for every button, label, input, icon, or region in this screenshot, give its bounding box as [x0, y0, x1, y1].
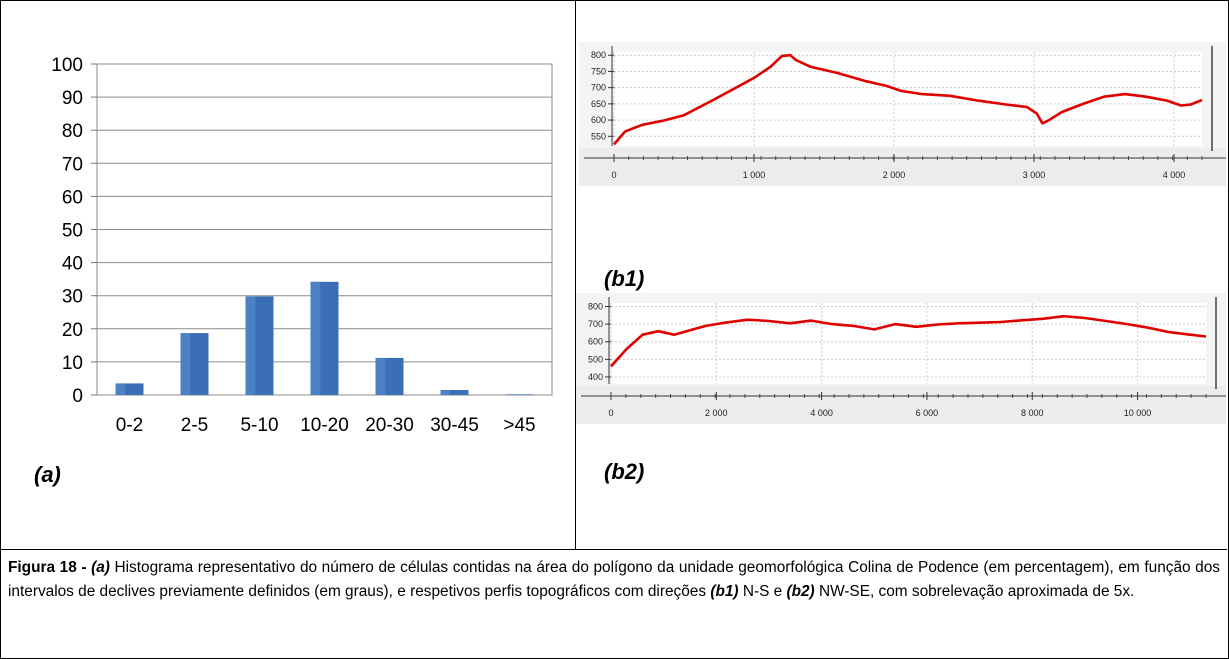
y-tick-label: 100: [51, 55, 83, 76]
figure-caption: Figura 18 - (a) Histograma representativ…: [8, 556, 1220, 604]
bar: [115, 383, 144, 395]
x-tick-label: >45: [503, 415, 535, 436]
x-tick-label: 5-10: [240, 415, 278, 436]
x-tick-label: 2 000: [705, 408, 728, 418]
profile-b1-chart: 550 600 650 700 750 800 0 1 000 2 000 3 000 4 000: [579, 42, 1226, 186]
bar-highlight: [180, 333, 191, 395]
y-tick-label: 750: [591, 66, 606, 76]
profile-b2-chart: 400 500 600 700 800 0 2 000 4 000 6 000 8 000 10 0…: [576, 293, 1226, 424]
x-tick-label: 30-45: [430, 415, 479, 436]
panel-label-b2: (b2): [604, 459, 645, 484]
profile-plot-area: [614, 52, 1202, 146]
y-tick-label: 500: [588, 354, 603, 364]
bar-highlight: [375, 357, 386, 395]
y-tick-label: 90: [62, 88, 83, 109]
panel-divider-horizontal: [0, 549, 1227, 550]
x-tick-label: 3 000: [1023, 170, 1046, 180]
caption-figure-number: Figura 18 -: [8, 559, 92, 576]
panel-label-a: (a): [34, 462, 61, 487]
bar: [310, 281, 339, 395]
x-axis-band: [579, 148, 1226, 186]
caption-ref-b1: (b1): [710, 583, 739, 600]
caption-text-1: Histograma representativo do número de c…: [8, 559, 1220, 600]
x-tick-label: 1 000: [743, 170, 766, 180]
panel-label-b1: (b1): [604, 266, 645, 291]
bar-highlight: [245, 296, 256, 395]
y-tick-label: 600: [588, 337, 603, 347]
y-tick-label: 10: [62, 353, 83, 374]
y-tick-label: 700: [591, 83, 606, 93]
y-tick-label: 40: [62, 254, 83, 275]
y-tick-label: 50: [62, 221, 83, 242]
panel-divider-vertical: [575, 0, 576, 550]
x-axis-band: [576, 386, 1226, 424]
bar-body: [505, 394, 534, 395]
x-tick-label: 10-20: [300, 415, 349, 436]
y-tick-label: 600: [591, 115, 606, 125]
y-tick-label: 80: [62, 121, 83, 142]
x-tick-label: 2 000: [883, 170, 906, 180]
y-tick-label: 800: [588, 302, 603, 312]
x-tick-label: 0: [608, 408, 613, 418]
x-tick-label: 4 000: [1163, 170, 1186, 180]
caption-text-3: NW-SE, com sobrelevação aproximada de 5x…: [814, 583, 1135, 600]
caption-text-2: N-S e: [738, 583, 787, 600]
x-tick-label: 0: [611, 170, 616, 180]
histogram-chart: 0 10 20 30 40 50 60 70 80 90 100 0-2 2-5 5-10 10-20 20-…: [51, 55, 553, 436]
y-tick-label: 60: [62, 187, 83, 208]
x-tick-label: 2-5: [181, 415, 208, 436]
profile-line: [610, 314, 1207, 368]
caption-ref-b2: (b2): [786, 583, 815, 600]
caption-ref-a: (a): [91, 559, 110, 576]
bar: [375, 357, 404, 395]
y-tick-label: 30: [62, 287, 83, 308]
y-tick-label: 700: [588, 319, 603, 329]
y-tick-label: 550: [591, 131, 606, 141]
bar-highlight: [440, 390, 451, 395]
y-tick-label: 0: [72, 386, 83, 407]
bar: [245, 296, 274, 395]
bar: [505, 394, 534, 395]
bar-highlight: [310, 281, 321, 395]
bar: [180, 333, 209, 395]
y-tick-label: 650: [591, 99, 606, 109]
bar-highlight: [115, 383, 126, 395]
bar-highlight: [505, 394, 516, 395]
x-tick-label: 20-30: [365, 415, 414, 436]
x-tick-label: 4 000: [810, 408, 833, 418]
y-tick-label: 70: [62, 154, 83, 175]
profile-line: [613, 53, 1203, 146]
y-tick-label: 400: [588, 372, 603, 382]
y-tick-label: 20: [62, 320, 83, 341]
profile-plot-area: [611, 303, 1206, 384]
x-tick-label: 10 000: [1124, 408, 1152, 418]
bar-body: [115, 383, 144, 395]
x-tick-label: 0-2: [116, 415, 143, 436]
y-tick-label: 800: [591, 50, 606, 60]
bar: [440, 390, 469, 395]
x-tick-label: 6 000: [916, 408, 939, 418]
bar-body: [440, 390, 469, 395]
x-tick-label: 8 000: [1021, 408, 1044, 418]
